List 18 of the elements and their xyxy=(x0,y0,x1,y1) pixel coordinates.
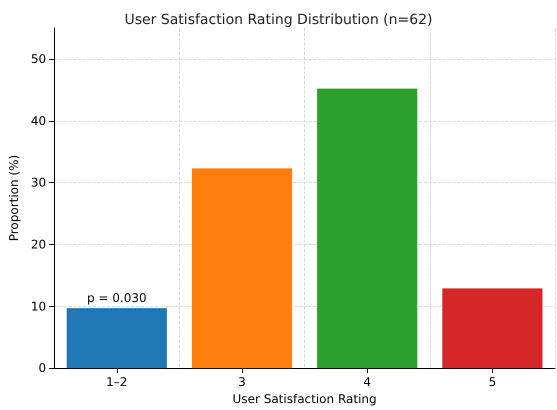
x-axis-title: User Satisfaction Rating xyxy=(232,392,377,406)
bar xyxy=(66,308,167,368)
x-tick-label: 5 xyxy=(488,375,496,390)
chart-title: User Satisfaction Rating Distribution (n=62) xyxy=(124,12,433,28)
x-tick-label: 1–2 xyxy=(106,375,128,390)
y-tick-label: 40 xyxy=(30,114,46,128)
y-tick-label: 50 xyxy=(30,52,46,66)
y-tick-label: 0 xyxy=(38,361,46,376)
y-tick-label: 20 xyxy=(30,237,46,252)
x-tick-label: 4 xyxy=(363,375,372,390)
bar xyxy=(317,88,418,368)
bar xyxy=(442,288,542,368)
x-tick-label: 3 xyxy=(238,375,246,390)
y-tick-label: 30 xyxy=(30,176,46,190)
bar xyxy=(192,168,292,368)
y-tick-label: 10 xyxy=(30,299,46,314)
annotation: p = 0.030 xyxy=(86,291,147,306)
y-axis-title: Proportion (%) xyxy=(7,154,21,242)
